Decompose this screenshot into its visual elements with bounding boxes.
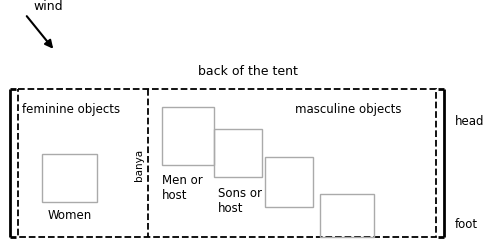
Text: Sons or
host: Sons or host bbox=[218, 186, 262, 214]
Bar bbox=[42, 154, 97, 202]
Bar bbox=[265, 158, 313, 207]
Bar bbox=[214, 130, 262, 177]
Bar bbox=[320, 194, 374, 237]
Text: Women: Women bbox=[48, 208, 92, 221]
Text: masculine objects: masculine objects bbox=[295, 103, 402, 115]
Text: back of the tent: back of the tent bbox=[198, 65, 298, 78]
Text: banya: banya bbox=[134, 148, 144, 180]
Text: wind: wind bbox=[33, 0, 62, 13]
Text: Men or
host: Men or host bbox=[162, 173, 203, 201]
Bar bbox=[18, 90, 436, 237]
Bar bbox=[162, 108, 214, 165]
Text: head: head bbox=[455, 115, 484, 128]
Text: foot: foot bbox=[455, 217, 478, 230]
Text: feminine objects: feminine objects bbox=[22, 103, 120, 115]
